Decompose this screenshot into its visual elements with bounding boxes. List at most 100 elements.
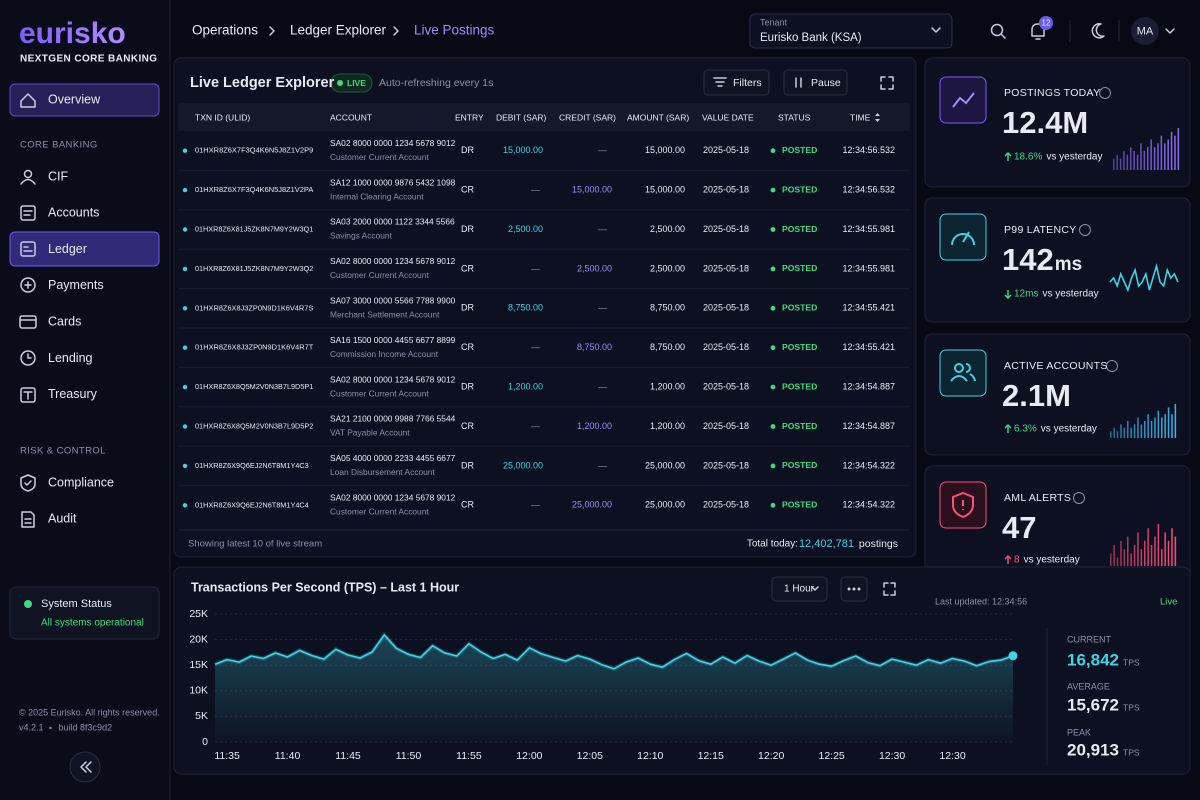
- pause-icon: [795, 77, 802, 88]
- status-dot: [770, 227, 776, 232]
- value-date: 2025-05-18: [703, 263, 749, 273]
- y-tick-label: 15K: [189, 659, 208, 671]
- spark-bar: [1130, 147, 1132, 170]
- notification-badge: [1039, 16, 1053, 30]
- status-dot: [770, 187, 776, 193]
- account-number: SA16 1500 0000 4455 6677 8899: [330, 335, 456, 345]
- nav-item: Lending: [48, 351, 93, 365]
- spark-bar: [1144, 540, 1146, 566]
- account-name: Customer Current Account: [330, 152, 429, 162]
- y-tick-label: 20K: [189, 633, 208, 645]
- time: 12:34:54.322: [842, 500, 895, 510]
- ledger-panel: [173, 57, 917, 558]
- credit: —: [598, 460, 607, 470]
- breadcrumb-separator: [269, 26, 275, 36]
- avatar[interactable]: [1131, 17, 1159, 45]
- status-dot: [770, 424, 776, 429]
- expand-icon[interactable]: [880, 76, 894, 90]
- spark-bar: [1164, 143, 1166, 170]
- breadcrumb-item[interactable]: Operations: [192, 23, 258, 38]
- search-icon[interactable]: [990, 23, 1006, 39]
- debit: 2,500.00: [508, 224, 543, 234]
- collapse-button[interactable]: [69, 751, 101, 783]
- range-label[interactable]: 1 Hour: [784, 584, 815, 595]
- more-icon: [847, 587, 861, 591]
- nav-item: Accounts: [48, 206, 99, 220]
- pause-button[interactable]: [783, 69, 848, 96]
- status-dot: [770, 305, 776, 311]
- dot: [857, 587, 861, 591]
- stat-value: 20,913: [1067, 740, 1119, 759]
- status: POSTED: [782, 303, 817, 313]
- icon-accounts: [23, 210, 33, 216]
- amount: 25,000.00: [645, 460, 685, 470]
- account-name: Commission Income Account: [330, 349, 439, 359]
- breadcrumb-item[interactable]: Ledger Explorer: [290, 23, 387, 38]
- amount: 8,750.00: [650, 303, 685, 313]
- theme-icon[interactable]: [1091, 23, 1105, 39]
- spark-bar: [1113, 545, 1115, 566]
- info-icon: [1079, 224, 1091, 236]
- tagline: NEXTGEN CORE BANKING: [20, 54, 157, 65]
- spark-bar: [1161, 417, 1163, 438]
- y-tick-label: 25K: [189, 608, 208, 620]
- search-icon: [990, 23, 1004, 37]
- x-tick-label: 11:55: [456, 750, 482, 762]
- expand-icon[interactable]: [883, 582, 896, 596]
- debit: 25,000.00: [503, 460, 543, 470]
- amount: 8,750.00: [650, 342, 685, 352]
- column-header: STATUS: [778, 112, 811, 122]
- kpi-unit: ms: [1055, 254, 1082, 275]
- nav-item: Payments: [48, 278, 104, 292]
- nav-active[interactable]: [9, 231, 160, 267]
- spark-bar: [1133, 150, 1135, 170]
- x-tick-label: 12:20: [758, 750, 784, 762]
- chevron: [811, 586, 819, 591]
- nav-item: CIF: [48, 169, 69, 183]
- amount: 1,200.00: [650, 381, 685, 391]
- tenant-select[interactable]: [749, 13, 953, 49]
- live-indicator: Live: [1160, 597, 1177, 608]
- button-label[interactable]: Pause: [811, 77, 841, 89]
- x-tick-label: 11:40: [275, 750, 301, 762]
- spark-bar: [1164, 414, 1166, 438]
- icon-lending: [27, 353, 32, 359]
- table-header: [178, 103, 910, 131]
- spark-bar: [1154, 536, 1156, 566]
- y-tick-label: 0: [202, 736, 208, 748]
- stat-value: 16,842: [1067, 650, 1119, 669]
- amount: 15,000.00: [645, 145, 685, 155]
- y-tick-label: 5K: [195, 710, 208, 722]
- kpi-icon-box: [939, 349, 987, 397]
- entry: DR: [461, 303, 474, 313]
- txn-id: 01HXR8Z6X7F3Q4K6N5J8Z1V2P9: [195, 146, 313, 155]
- filters-button[interactable]: [703, 69, 770, 96]
- tps-line: [214, 634, 1014, 670]
- account-name: Customer Current Account: [330, 507, 429, 517]
- spark-bar: [1120, 424, 1122, 438]
- button-label[interactable]: Filters: [733, 77, 762, 89]
- spark-bar: [1127, 421, 1129, 438]
- debit: 15,000.00: [503, 145, 543, 155]
- status: POSTED: [782, 145, 817, 155]
- account-name: Loan Disbursement Account: [330, 467, 435, 477]
- spark-bar: [1174, 404, 1177, 438]
- icon-treasury: [23, 391, 33, 400]
- spark-bar: [1147, 528, 1149, 566]
- status: POSTED: [782, 224, 817, 234]
- status: POSTED: [782, 460, 817, 470]
- stat-unit: TPS: [1123, 747, 1140, 757]
- status-dot: [770, 345, 776, 351]
- nav-item: Cards: [48, 314, 81, 328]
- spark-bar: [1164, 532, 1166, 566]
- icon-ledger: [23, 246, 33, 252]
- status: POSTED: [782, 421, 817, 431]
- range-select[interactable]: [771, 576, 828, 602]
- nav-active[interactable]: [9, 83, 160, 117]
- spark-bar: [1123, 150, 1125, 170]
- search-icon: [1000, 33, 1006, 39]
- spark-bar: [1157, 143, 1159, 170]
- txn-id: 01HXR8Z6X7F3Q4K6N5J8Z1V2PA: [195, 185, 314, 194]
- filter-icon: [713, 77, 727, 87]
